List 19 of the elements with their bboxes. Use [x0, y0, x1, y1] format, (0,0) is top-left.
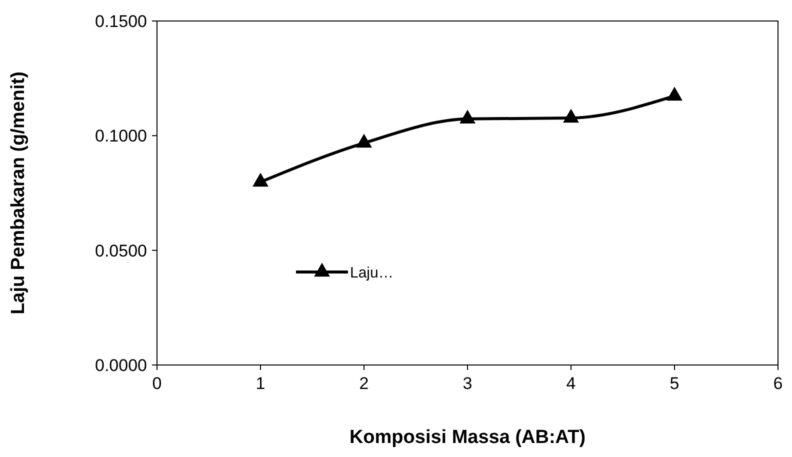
point: [460, 110, 476, 124]
y-tick-label: 0.1000: [95, 126, 147, 146]
y-tick-label: 0.1500: [95, 12, 147, 31]
x-tick-label: 2: [359, 374, 369, 393]
x-tick-label: 4: [566, 374, 576, 393]
x-tick-label: 6: [773, 374, 783, 393]
x-tick-label: 1: [256, 374, 266, 393]
point: [563, 108, 579, 123]
point: [252, 172, 268, 187]
x-tick-label: 5: [670, 374, 680, 393]
legend-label: Laju…: [350, 264, 394, 282]
point: [666, 86, 682, 101]
y-tick-label: 0.0500: [95, 241, 147, 260]
x-tick-label: 3: [462, 374, 472, 393]
x-axis-title: Komposisi Massa (AB:AT): [349, 427, 586, 448]
y-tick-label: 0.0000: [95, 356, 147, 375]
point: [356, 134, 372, 148]
y-axis-title: Laju Pembakaran (g/menit): [8, 72, 29, 314]
x-tick-label: 0: [152, 374, 162, 393]
